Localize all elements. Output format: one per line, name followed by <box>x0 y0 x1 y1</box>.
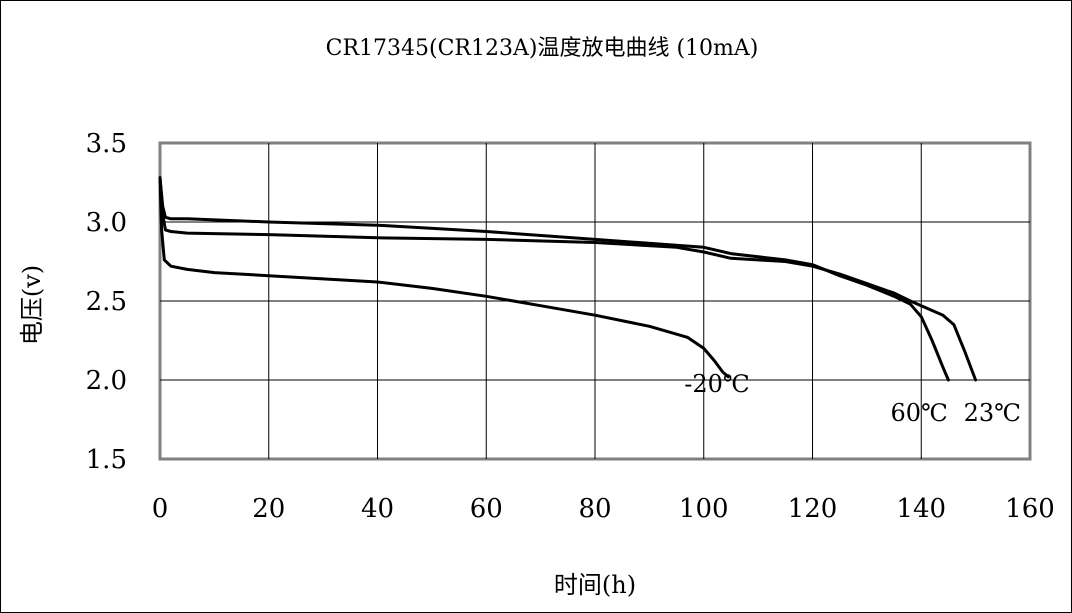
x-tick-label: 60 <box>470 494 503 524</box>
series-line <box>158 176 730 379</box>
y-axis-title: 电压(v) <box>18 265 46 345</box>
x-tick-label: 20 <box>252 494 285 524</box>
grid-lines <box>160 143 1030 459</box>
x-tick-label: 0 <box>152 494 169 524</box>
x-tick-label: 120 <box>788 494 838 524</box>
x-tick-label: 140 <box>896 494 946 524</box>
y-tick-label: 2.5 <box>86 287 127 317</box>
y-tick-label: 3.0 <box>86 208 127 238</box>
series-label: 60℃ <box>890 399 947 427</box>
series-labels: -20℃ 60℃ 23℃ <box>684 370 1021 427</box>
y-tick-label: 1.5 <box>86 445 127 475</box>
series-label: -20℃ <box>684 370 750 398</box>
series-label: 23℃ <box>964 399 1021 427</box>
y-axis-ticks: 1.5 2.0 2.5 3.0 3.5 <box>86 129 127 475</box>
y-tick-label: 2.0 <box>86 366 127 396</box>
x-tick-label: 40 <box>361 494 394 524</box>
series-group <box>158 176 978 382</box>
series-line <box>158 176 950 382</box>
series-line <box>158 176 978 382</box>
chart-title: CR17345(CR123A)温度放电曲线 (10mA) <box>326 36 759 61</box>
x-tick-label: 100 <box>679 494 729 524</box>
y-tick-label: 3.5 <box>86 129 127 159</box>
x-tick-label: 160 <box>1005 494 1055 524</box>
x-axis-ticks: 0 20 40 60 80 100 120 140 160 <box>152 494 1055 524</box>
x-axis-title: 时间(h) <box>554 571 636 599</box>
x-tick-label: 80 <box>578 494 611 524</box>
